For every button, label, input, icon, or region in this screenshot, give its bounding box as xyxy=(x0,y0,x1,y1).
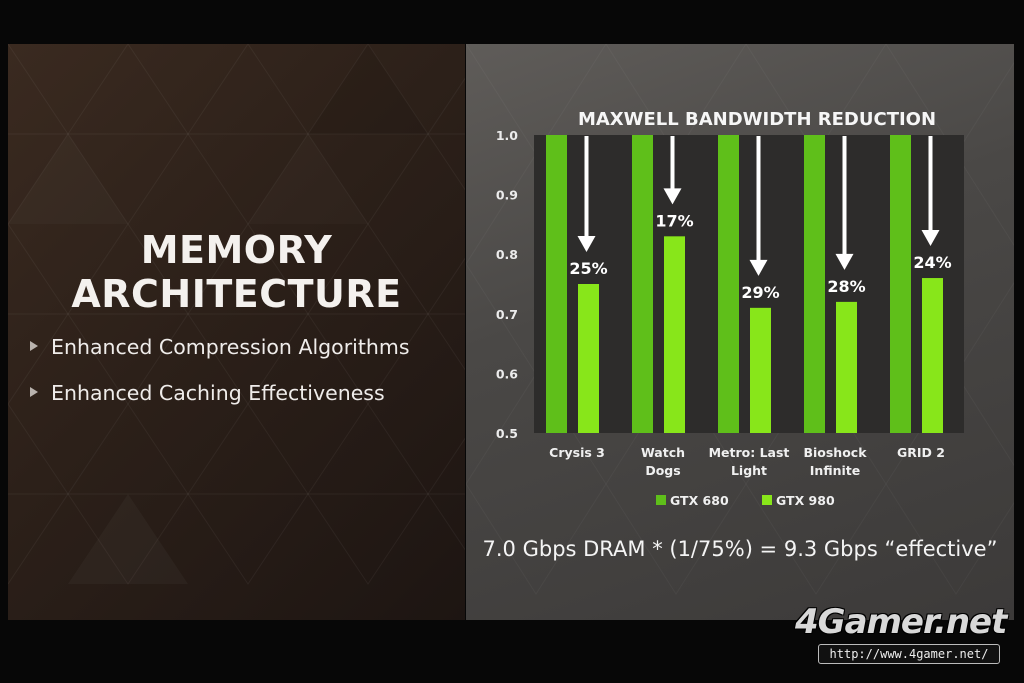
bullet-text: Enhanced Compression Algorithms xyxy=(51,335,410,359)
bullet-item: Enhanced Caching Effectiveness xyxy=(30,381,385,405)
y-tick-label: 1.0 xyxy=(496,128,518,143)
watermark-logo: 4Gamer.net xyxy=(795,602,1007,642)
x-category-label: Light xyxy=(731,463,767,478)
slide-title-line2: ARCHITECTURE xyxy=(71,272,402,316)
reduction-percent-label: 29% xyxy=(741,283,779,302)
reduction-arrow-head-icon xyxy=(749,259,768,276)
reduction-arrow-head-icon xyxy=(663,188,682,205)
bar-gtx980 xyxy=(836,301,857,433)
legend-swatch xyxy=(656,495,666,505)
bar-gtx680 xyxy=(718,135,739,433)
slide-title-line1: MEMORY xyxy=(140,228,333,272)
bullet-text: Enhanced Caching Effectiveness xyxy=(51,381,385,405)
bullet-arrow-icon xyxy=(30,341,38,351)
bar-gtx680 xyxy=(546,135,567,433)
x-category-label: Crysis 3 xyxy=(549,445,605,460)
y-tick-label: 0.7 xyxy=(496,307,518,322)
bar-gtx680 xyxy=(890,135,911,433)
x-category-label: Infinite xyxy=(810,463,860,478)
reduction-arrow-head-icon xyxy=(921,230,940,247)
triangle-pattern-left xyxy=(8,44,465,585)
bar-gtx980 xyxy=(922,278,943,433)
reduction-arrow-head-icon xyxy=(577,236,596,252)
chart-title: MAXWELL BANDWIDTH REDUCTION xyxy=(578,109,936,130)
bullet-item: Enhanced Compression Algorithms xyxy=(30,335,410,359)
y-tick-label: 0.9 xyxy=(496,188,518,203)
y-tick-label: 0.6 xyxy=(496,366,518,381)
bar-gtx980 xyxy=(578,284,599,433)
y-tick-label: 0.8 xyxy=(496,247,518,262)
legend-label: GTX 680 xyxy=(670,493,729,508)
x-category-label: Dogs xyxy=(645,463,680,478)
reduction-percent-label: 25% xyxy=(569,259,607,278)
bullet-arrow-icon xyxy=(30,387,38,397)
x-category-label: Metro: Last xyxy=(709,445,790,460)
bar-gtx980 xyxy=(750,307,771,433)
bar-gtx680 xyxy=(804,135,825,433)
y-tick-label: 0.5 xyxy=(496,426,518,441)
legend-label: GTX 980 xyxy=(776,493,835,508)
watermark-url: http://www.4gamer.net/ xyxy=(818,644,1000,664)
reduction-percent-label: 28% xyxy=(827,277,865,296)
legend-swatch xyxy=(762,495,772,505)
bar-gtx980 xyxy=(664,236,685,433)
x-category-label: Watch xyxy=(641,445,685,460)
x-category-label: GRID 2 xyxy=(897,445,945,460)
reduction-arrow-head-icon xyxy=(835,253,854,270)
bandwidth-formula: 7.0 Gbps DRAM * (1/75%) = 9.3 Gbps “effe… xyxy=(482,537,998,561)
reduction-percent-label: 17% xyxy=(655,211,693,230)
x-category-label: Bioshock xyxy=(803,445,867,460)
bandwidth-chart: MAXWELL BANDWIDTH REDUCTION 1.0 0.9 0.8 0.7 0… xyxy=(496,109,964,508)
reduction-percent-label: 24% xyxy=(913,253,951,272)
bar-gtx680 xyxy=(632,135,653,433)
left-slide-panel: MEMORY ARCHITECTURE Enhanced Compression… xyxy=(8,44,465,620)
right-slide-panel: MAXWELL BANDWIDTH REDUCTION 1.0 0.9 0.8 0.7 0… xyxy=(466,44,1014,620)
